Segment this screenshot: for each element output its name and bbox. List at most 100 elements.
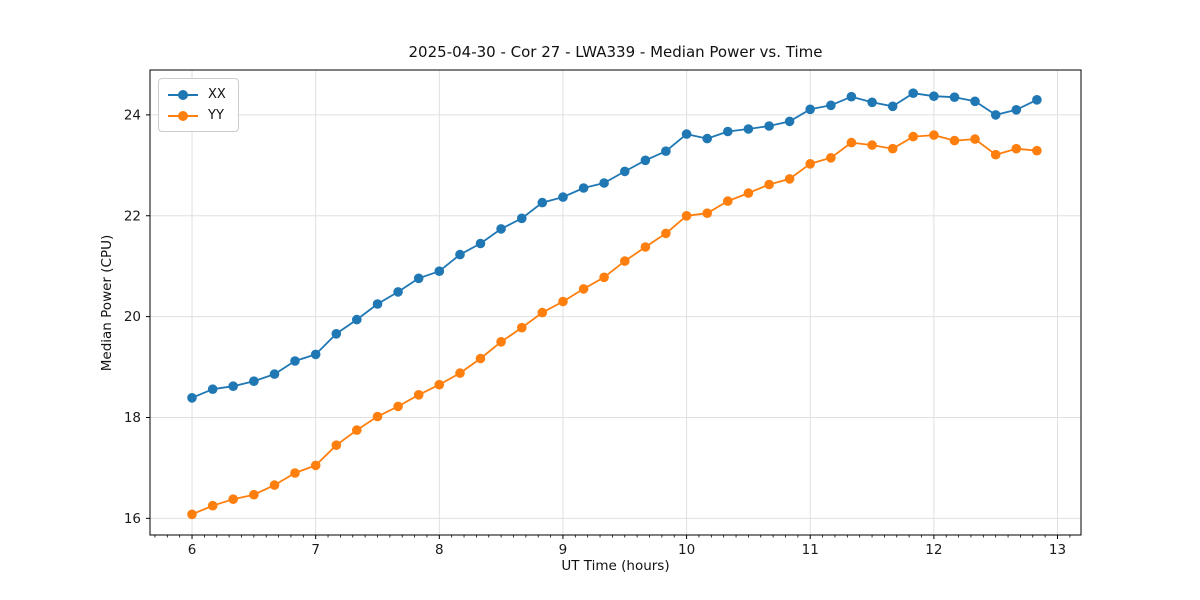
series-XX-point: [1011, 105, 1022, 115]
series-YY-point: [887, 143, 898, 154]
x-tick-label: 10: [678, 542, 695, 558]
series-YY-point: [310, 460, 321, 471]
series-YY-point: [908, 131, 918, 142]
series-XX-point: [908, 88, 918, 98]
series-XX-point: [681, 129, 692, 139]
series-XX-point: [970, 96, 980, 107]
x-tick-label: 9: [559, 542, 568, 558]
series-YY-point: [269, 480, 280, 490]
x-axis-label: UT Time (hours): [561, 558, 670, 574]
series-XX-point: [1032, 95, 1042, 105]
series-YY-point: [867, 140, 877, 150]
series-YY-point: [743, 188, 754, 198]
series-XX-point: [620, 166, 630, 177]
series-XX-point: [496, 224, 506, 234]
plot-border: [149, 69, 1082, 536]
x-tick-label: 7: [311, 542, 320, 558]
series-YY-point: [620, 256, 630, 266]
series-YY-point: [1011, 143, 1022, 154]
axis-ticks: 6 7 8 9 10 11 12 13 16 18 20 22 24: [124, 107, 1066, 558]
series-YY-line: [191, 134, 1037, 516]
series-XX-point: [310, 349, 321, 360]
y-tick-label: 20: [124, 309, 141, 325]
grid: [150, 70, 1081, 535]
series-XX-point: [537, 197, 548, 208]
series-YY-point: [207, 500, 218, 511]
y-axis-label: Median Power (CPU): [99, 234, 115, 372]
series-XX-point: [207, 384, 218, 395]
series-YY-point: [558, 296, 568, 307]
series-XX-point: [702, 133, 712, 144]
series-XX-point: [578, 183, 589, 193]
series-YY-point: [826, 153, 836, 163]
series-YY-point: [846, 137, 857, 148]
series-XX-point: [249, 376, 259, 387]
y-tick-label: 16: [124, 511, 141, 527]
legend-label: YY: [208, 108, 224, 123]
series-XX-point: [475, 238, 486, 249]
x-tick-label: 6: [188, 542, 197, 558]
series-XX-point: [331, 329, 342, 339]
series-YY-point: [413, 390, 424, 400]
series-XX-point: [723, 126, 733, 137]
chart-title: 2025-04-30 - Cor 27 - LWA339 - Median Po…: [408, 43, 823, 61]
series-XX-point: [269, 369, 280, 379]
x-tick-label: 13: [1049, 542, 1066, 558]
series-XX-point: [990, 110, 1001, 120]
series-XX-point: [517, 213, 527, 224]
series-YY-point: [764, 179, 774, 190]
series-XX-point: [826, 100, 836, 111]
series-YY-point: [496, 337, 506, 347]
series-XX-point: [846, 91, 857, 102]
legend-line-marker-icon: [168, 110, 198, 121]
series-XX-point: [929, 91, 939, 101]
series-XX-point: [805, 104, 815, 115]
series-YY-point: [537, 307, 548, 318]
series-XX-point: [434, 266, 445, 277]
series-YY-point: [331, 440, 342, 451]
x-minor-ticks: [154, 535, 1071, 538]
series-XX-point: [743, 124, 754, 134]
x-tick-label: 11: [802, 542, 819, 558]
series-XX-point: [455, 249, 465, 260]
series-YY-point: [187, 509, 197, 520]
series-YY-point: [661, 228, 671, 239]
series-YY-point: [723, 196, 733, 206]
series-YY-point: [1032, 145, 1042, 156]
series-XX-point: [784, 116, 795, 127]
series-YY-point: [475, 353, 486, 364]
series-XX-point: [949, 92, 960, 102]
series-YY-point: [578, 284, 589, 294]
legend-entry-XX: XX: [167, 84, 226, 105]
series-XX-point: [187, 393, 197, 403]
series-YY-point: [249, 489, 259, 500]
y-tick-label: 22: [124, 208, 141, 224]
series-YY-point: [393, 401, 403, 412]
legend-entry-YY: YY: [167, 105, 226, 126]
series-XX-point: [290, 356, 300, 366]
y-tick-label: 18: [124, 410, 141, 426]
legend-line-marker-icon: [168, 89, 198, 100]
series-YY-point: [929, 130, 939, 140]
series-YY-point: [352, 425, 362, 435]
series-YY-point: [681, 211, 692, 221]
series-XX-point: [413, 273, 424, 284]
series-XX-point: [661, 146, 671, 156]
series-YY-point: [455, 368, 465, 378]
series-YY-point: [784, 174, 795, 184]
y-tick-label: 24: [124, 107, 141, 123]
x-tick-label: 8: [435, 542, 444, 558]
series-XX-point: [764, 121, 774, 131]
series-YY-point: [517, 322, 527, 333]
series-XX-markers: [187, 88, 1042, 403]
series-YY-point: [990, 149, 1001, 160]
series-XX-point: [887, 101, 898, 112]
x-tick-label: 12: [925, 542, 942, 558]
series-XX-point: [228, 381, 238, 392]
series-XX-point: [867, 97, 877, 108]
series-XX-point: [599, 178, 609, 188]
series-XX-point: [372, 299, 383, 309]
series-YY-markers: [187, 130, 1042, 520]
